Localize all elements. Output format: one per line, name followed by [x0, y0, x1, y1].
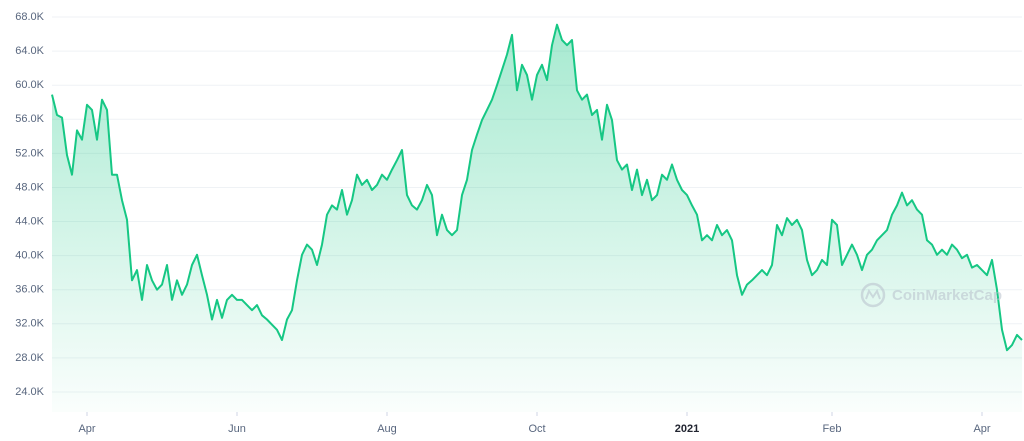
x-tick-label: 2021 — [675, 423, 699, 435]
y-tick-label: 68.0K — [15, 11, 44, 23]
y-tick-label: 56.0K — [15, 113, 44, 125]
watermark-logo-mark — [865, 288, 881, 300]
y-tick-label: 32.0K — [15, 318, 44, 330]
y-tick-label: 64.0K — [15, 45, 44, 57]
y-tick-label: 60.0K — [15, 79, 44, 91]
y-tick-label: 24.0K — [15, 386, 44, 398]
x-tick-label: Apr — [973, 423, 990, 435]
y-tick-label: 40.0K — [15, 250, 44, 262]
x-tick-label: Jun — [228, 423, 246, 435]
price-line — [51, 23, 1023, 352]
x-tick-label: Aug — [377, 423, 397, 435]
x-tick-label: Apr — [78, 423, 95, 435]
labels: 24.0K 28.0K 32.0K 36.0K 40.0K 44.0K 48.0K 52.0K… — [15, 11, 991, 435]
y-tick-label: 48.0K — [15, 181, 44, 193]
plot — [51, 23, 1023, 412]
y-tick-label: 28.0K — [15, 352, 44, 364]
y-tick-label: 36.0K — [15, 284, 44, 296]
x-tick-label: Oct — [528, 423, 545, 435]
area-fill — [52, 24, 1022, 412]
y-tick-label: 44.0K — [15, 215, 44, 227]
y-tick-label: 52.0K — [15, 147, 44, 159]
watermark-logo — [860, 282, 886, 308]
watermark: CoinMarketCap — [860, 282, 1002, 308]
x-tick-label: Feb — [823, 423, 842, 435]
watermark-text: CoinMarketCap — [892, 287, 1002, 304]
